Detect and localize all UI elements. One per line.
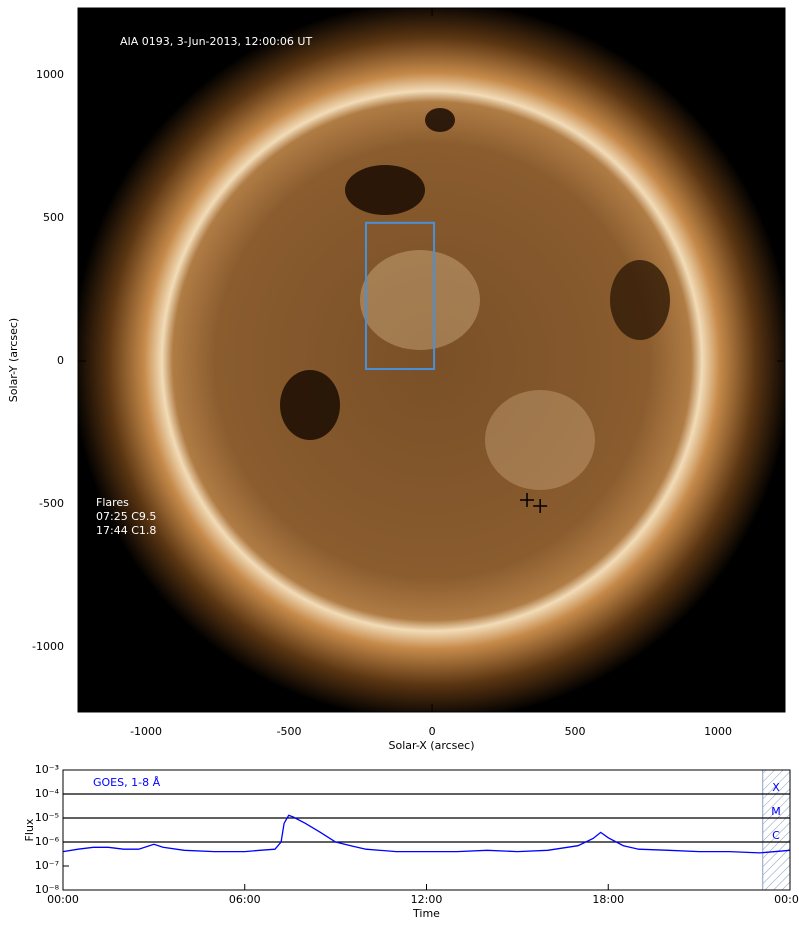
x-tick-label: 00:00	[774, 893, 799, 906]
y-tick-label: 1000	[36, 68, 64, 81]
legend-entry: GOES, 1-8 Å	[93, 776, 161, 789]
y-tick-label: -1000	[32, 640, 64, 653]
y-tick-label: 0	[57, 354, 64, 367]
flare-marker	[533, 499, 548, 514]
y-tick-label: -500	[39, 497, 64, 510]
class-label: C	[772, 829, 780, 842]
flare-label: 07:25 C9.5	[96, 510, 156, 523]
flare-marker	[520, 493, 535, 508]
x-axis-label: Time	[412, 907, 440, 920]
y-tick-label: 10⁻⁵	[35, 811, 59, 824]
image-panel: -1000 -500 0 500 1000 -1000 -500 0 500 1000 Solar-…	[7, 7, 786, 752]
x-tick-label: 1000	[704, 725, 732, 738]
y-axis-label: Solar-Y (arcsec)	[7, 318, 20, 402]
class-label: X	[772, 781, 780, 794]
y-tick-label: 10⁻⁶	[35, 835, 60, 848]
x-tick-label: 18:00	[592, 893, 624, 906]
x-tick-label: -1000	[130, 725, 162, 738]
flares-title: Flares	[96, 496, 129, 509]
y-tick-label: 10⁻⁸	[35, 883, 60, 896]
y-tick-label: 10⁻⁴	[35, 787, 60, 800]
y-tick-label: 10⁻³	[35, 763, 59, 776]
x-axis-label: Solar-X (arcsec)	[389, 739, 475, 752]
x-tick-label: 0	[429, 725, 436, 738]
flare-label: 17:44 C1.8	[96, 524, 156, 537]
sun-image	[78, 8, 785, 712]
image-title: AIA 0193, 3-Jun-2013, 12:00:06 UT	[120, 35, 312, 48]
x-tick-label: 00:00	[47, 893, 79, 906]
y-tick-label: 500	[43, 211, 64, 224]
x-tick-label: 06:00	[229, 893, 261, 906]
flux-line	[62, 814, 791, 854]
y-tick-label: 10⁻⁷	[35, 859, 59, 872]
x-tick-label: 12:00	[411, 893, 443, 906]
x-tick-label: -500	[277, 725, 302, 738]
axes-frame	[62, 769, 791, 891]
region-box	[365, 221, 436, 371]
class-label: M	[771, 805, 781, 818]
axes-frame	[77, 7, 786, 713]
y-axis-label: Flux	[23, 818, 36, 841]
goes-panel: XMC00:0006:0012:0018:0000:0010⁻⁸10⁻⁷10⁻⁶…	[23, 763, 799, 920]
x-tick-label: 500	[565, 725, 586, 738]
